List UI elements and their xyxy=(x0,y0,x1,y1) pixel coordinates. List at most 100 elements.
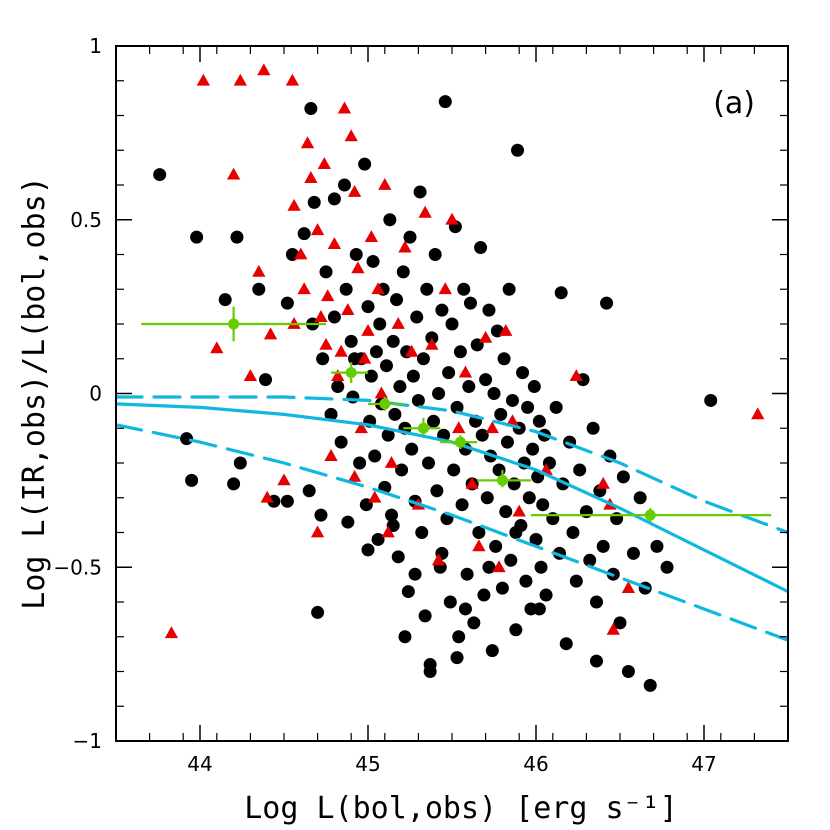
scatter-circle-point xyxy=(364,369,378,383)
axis-ticks: 44 45 46 47 −1 −0.5 0 0.5 1 xyxy=(53,34,789,776)
clipped-marks xyxy=(116,63,788,692)
y-tick-label: −1 xyxy=(73,729,102,753)
scatter-circle-point xyxy=(406,369,420,383)
scatter-circle-point xyxy=(443,595,457,609)
scatter-circle-point xyxy=(408,567,422,581)
scatter-circle-point xyxy=(398,630,412,644)
scatter-circle-point xyxy=(495,581,509,595)
scatter-triangle-point xyxy=(304,171,318,183)
scatter-circle-point xyxy=(316,352,330,366)
scatter-circle-point xyxy=(341,515,355,529)
scatter-circle-point xyxy=(396,265,410,279)
scatter-circle-point xyxy=(185,473,199,487)
scatter-triangle-point xyxy=(485,421,499,434)
panel-label: (a) xyxy=(713,86,755,121)
scatter-triangle-point xyxy=(310,525,325,538)
scatter-triangle-point xyxy=(317,157,331,170)
scatter-circle-point xyxy=(704,393,718,407)
scatter-triangle-point xyxy=(405,344,419,357)
scatter-circle-point xyxy=(559,637,573,651)
scatter-circle-point xyxy=(474,241,488,255)
scatter-triangle-point xyxy=(263,327,278,340)
scatter-triangle-point xyxy=(391,317,405,329)
scatter-triangle-point xyxy=(260,490,274,503)
scatter-circle-point xyxy=(280,494,294,508)
scatter-circle-point xyxy=(660,560,674,574)
model-curve-dashed-upper xyxy=(116,395,788,535)
scatter-circle-point xyxy=(463,296,477,310)
scatter-circle-point xyxy=(462,380,476,394)
binned-mean-point xyxy=(644,509,656,521)
scatter-circle-point xyxy=(390,293,404,307)
y-tick-label: 0.5 xyxy=(70,208,102,232)
scatter-circle-point xyxy=(373,317,387,331)
binned-mean-point xyxy=(496,474,508,486)
scatter-circle-point xyxy=(499,505,513,519)
x-axis-title: Log L(bol,obs) [erg s⁻¹] xyxy=(244,791,677,826)
scatter-triangle-point xyxy=(438,282,452,295)
scatter-circle-point xyxy=(153,168,167,182)
scatter-circle-point xyxy=(455,498,469,512)
scatter-circle-point xyxy=(393,380,407,394)
scatter-circle-point xyxy=(420,282,434,296)
scatter-circle-point xyxy=(259,373,273,387)
scatter-circle-point xyxy=(430,484,444,498)
scatter-circle-point xyxy=(227,477,241,491)
scatter-triangle-point xyxy=(364,230,379,243)
scatter-circle-point xyxy=(302,484,316,498)
scatter-triangle-point xyxy=(344,129,358,142)
scatter-circle-point xyxy=(589,595,603,609)
scatter-triangle-point xyxy=(354,421,368,434)
scatter-circle-point xyxy=(482,303,496,317)
scatter-circle-point xyxy=(432,387,446,400)
scatter-triangle-point xyxy=(445,212,459,225)
scatter-triangle-point xyxy=(314,310,328,322)
scatter-circle-point xyxy=(480,491,494,505)
scatter-triangle-point xyxy=(596,476,610,489)
scatter-circle-point xyxy=(410,310,424,324)
scatter-circle-point xyxy=(369,345,383,359)
scatter-circle-point xyxy=(532,602,546,616)
plot-frame xyxy=(115,45,789,742)
scatter-circle-point xyxy=(475,428,489,442)
scatter-triangle-point xyxy=(499,323,513,336)
scatter-circle-point xyxy=(458,602,472,616)
scatter-triangle-point xyxy=(472,539,486,552)
scatter-circle-point xyxy=(379,359,393,373)
scatter-triangle-point xyxy=(751,407,765,420)
scatter-circle-point xyxy=(427,414,441,428)
scatter-circle-point xyxy=(385,508,399,522)
scatter-circle-point xyxy=(633,491,647,505)
scatter-triangle-point xyxy=(505,414,520,427)
scatter-circle-point xyxy=(549,400,563,414)
scatter-circle-point xyxy=(421,456,435,470)
scatter-circle-point xyxy=(487,387,501,400)
scatter-circle-point xyxy=(416,352,430,366)
scatter-circle-point xyxy=(391,550,405,564)
scatter-circle-point xyxy=(511,143,525,157)
scatter-triangle-point xyxy=(331,369,345,382)
binned-mean-point xyxy=(417,422,429,434)
binned-mean-point xyxy=(228,318,240,330)
scatter-circle-point xyxy=(497,352,511,366)
scatter-triangle-point xyxy=(569,369,583,382)
scatter-triangle-point xyxy=(357,351,372,364)
scatter-circle-point xyxy=(650,539,664,553)
scatter-triangle-point xyxy=(371,282,385,295)
scatter-triangle-point xyxy=(431,553,446,566)
scatter-circle-point xyxy=(509,526,523,539)
scatter-circle-point xyxy=(494,407,508,421)
scatter-circle-point xyxy=(307,195,321,209)
scatter-triangle-point xyxy=(347,469,362,482)
scatter-circle-point xyxy=(569,574,583,588)
scatter-circle-point xyxy=(233,456,247,470)
model-curve-solid xyxy=(116,402,788,594)
scatter-circle-point xyxy=(218,293,232,307)
scatter-circle-point xyxy=(509,623,523,637)
scatter-circle-point xyxy=(411,393,425,407)
scatter-triangle-point xyxy=(285,73,300,86)
scatter-circle-point xyxy=(442,366,456,380)
scatter-triangle-point xyxy=(319,337,333,350)
scatter-circle-point xyxy=(482,560,496,574)
